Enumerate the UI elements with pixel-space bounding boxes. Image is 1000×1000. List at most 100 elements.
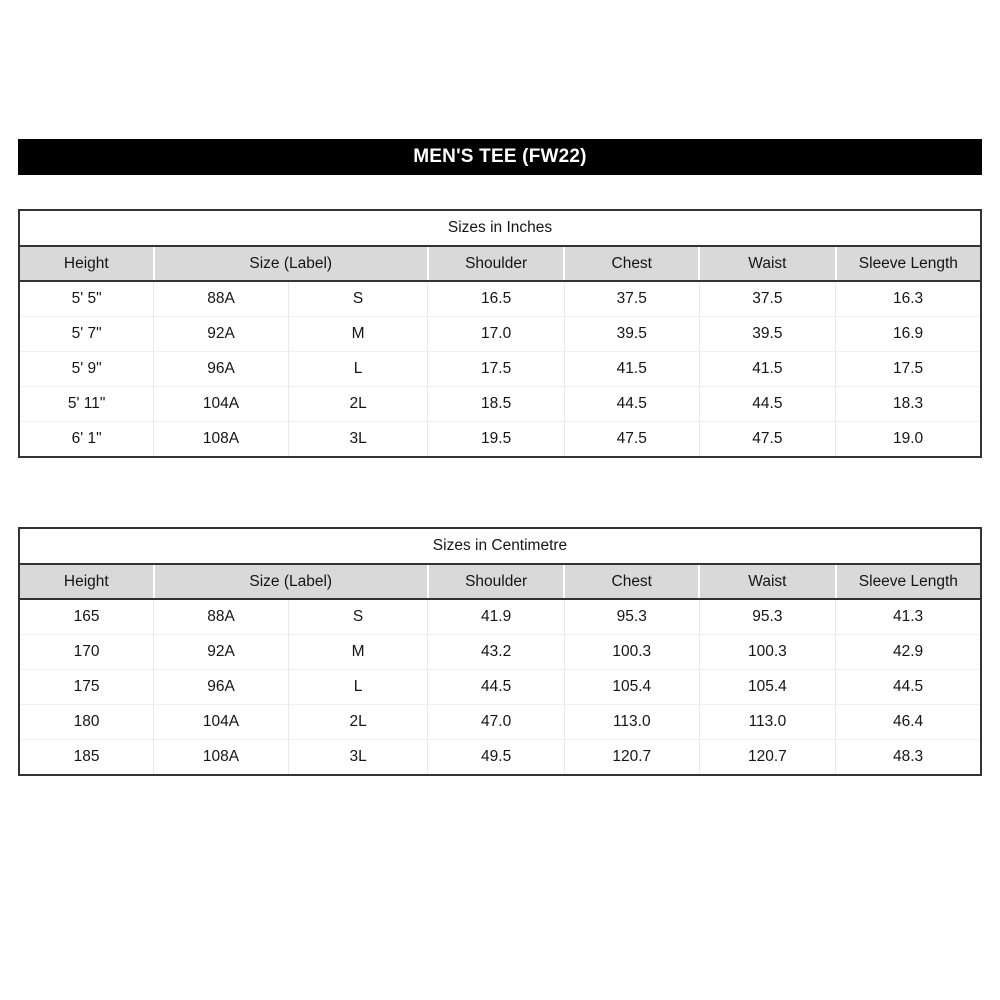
column-header-sleeve-length: Sleeve Length	[834, 564, 981, 600]
table-cell: L	[287, 351, 428, 387]
table-cell: 88A	[153, 599, 289, 635]
table-cell: 5' 11"	[19, 386, 154, 422]
table-row: 185 108A 3L 49.5 120.7 120.7 48.3	[19, 739, 981, 775]
table-caption-row: Sizes in Centimetre	[19, 528, 981, 565]
table-cell: 92A	[153, 634, 289, 670]
size-table-inches: Sizes in Inches Height Size (Label) Shoulde…	[18, 209, 982, 458]
table-cell: M	[287, 634, 428, 670]
table-caption: Sizes in Inches	[19, 210, 981, 247]
table-cell: 16.3	[835, 281, 981, 317]
table-row: 165 88A S 41.9 95.3 95.3 41.3	[19, 599, 981, 635]
table-cell: 108A	[153, 739, 289, 775]
table-cell: 41.5	[563, 351, 700, 387]
column-header-chest: Chest	[563, 564, 700, 600]
table-cell: 43.2	[427, 634, 565, 670]
table-cell: 18.5	[427, 386, 565, 422]
table-cell: 104A	[153, 386, 289, 422]
column-header-shoulder: Shoulder	[426, 564, 565, 600]
page-title: MEN'S TEE (FW22)	[413, 146, 587, 167]
table-cell: 17.5	[835, 351, 981, 387]
table-cell: 41.3	[835, 599, 981, 635]
table-cell: 96A	[153, 351, 289, 387]
column-header-shoulder: Shoulder	[426, 246, 565, 282]
table-cell: 41.5	[698, 351, 836, 387]
table-cell: 18.3	[835, 386, 981, 422]
table-cell: 44.5	[563, 386, 700, 422]
table-cell: 17.5	[427, 351, 565, 387]
table-cell: 96A	[153, 669, 289, 705]
table-cell: 165	[19, 599, 154, 635]
table-cell: 16.5	[427, 281, 565, 317]
table-row: 5' 11" 104A 2L 18.5 44.5 44.5 18.3	[19, 386, 981, 422]
size-table-centimetre: Sizes in Centimetre Height Size (Label) Sho…	[18, 527, 982, 776]
table-cell: 120.7	[698, 739, 836, 775]
table-cell: 37.5	[563, 281, 700, 317]
table-cell: 95.3	[698, 599, 836, 635]
column-header-chest: Chest	[563, 246, 700, 282]
column-header-size-label: Size (Label)	[152, 246, 428, 282]
table-cell: 39.5	[698, 316, 836, 352]
table-cell: 88A	[153, 281, 289, 317]
table-cell: 48.3	[835, 739, 981, 775]
table-row: 5' 9" 96A L 17.5 41.5 41.5 17.5	[19, 351, 981, 387]
table-cell: 104A	[153, 704, 289, 740]
table-cell: 44.5	[427, 669, 565, 705]
table-cell: 113.0	[698, 704, 836, 740]
table-header-row: Height Size (Label) Shoulder Chest Waist Slee…	[19, 246, 981, 282]
table-cell: 47.5	[563, 421, 700, 457]
table-cell: 3L	[287, 739, 428, 775]
column-header-height: Height	[19, 564, 154, 600]
title-bar: MEN'S TEE (FW22)	[18, 139, 982, 175]
table-cell: 41.9	[427, 599, 565, 635]
table-row: 6' 1" 108A 3L 19.5 47.5 47.5 19.0	[19, 421, 981, 457]
table-caption-row: Sizes in Inches	[19, 210, 981, 247]
table-cell: 42.9	[835, 634, 981, 670]
table-caption: Sizes in Centimetre	[19, 528, 981, 565]
table-cell: 105.4	[698, 669, 836, 705]
table-cell: S	[287, 281, 428, 317]
table-body-centimetre: Sizes in Centimetre Height Size (Label) Sho…	[19, 528, 981, 775]
table-cell: 19.5	[427, 421, 565, 457]
table-header-row: Height Size (Label) Shoulder Chest Waist Slee…	[19, 564, 981, 600]
table-cell: L	[287, 669, 428, 705]
table-cell: 105.4	[563, 669, 700, 705]
table-row: 180 104A 2L 47.0 113.0 113.0 46.4	[19, 704, 981, 740]
table-cell: 185	[19, 739, 154, 775]
table-row: 175 96A L 44.5 105.4 105.4 44.5	[19, 669, 981, 705]
table-cell: 44.5	[698, 386, 836, 422]
table-cell: 100.3	[698, 634, 836, 670]
table-cell: S	[287, 599, 428, 635]
table-cell: 108A	[153, 421, 289, 457]
table-cell: 17.0	[427, 316, 565, 352]
table-cell: 16.9	[835, 316, 981, 352]
table-cell: 175	[19, 669, 154, 705]
table-cell: 100.3	[563, 634, 700, 670]
table-cell: 5' 9"	[19, 351, 154, 387]
table-cell: 120.7	[563, 739, 700, 775]
table-cell: 92A	[153, 316, 289, 352]
table-cell: M	[287, 316, 428, 352]
table-cell: 95.3	[563, 599, 700, 635]
table-body-inches: Sizes in Inches Height Size (Label) Shoulde…	[19, 210, 981, 457]
table-cell: 39.5	[563, 316, 700, 352]
column-header-height: Height	[19, 246, 154, 282]
column-header-sleeve-length: Sleeve Length	[834, 246, 981, 282]
table-cell: 47.5	[698, 421, 836, 457]
table-cell: 5' 5"	[19, 281, 154, 317]
table-cell: 3L	[287, 421, 428, 457]
table-cell: 47.0	[427, 704, 565, 740]
table-row: 170 92A M 43.2 100.3 100.3 42.9	[19, 634, 981, 670]
table-row: 5' 5" 88A S 16.5 37.5 37.5 16.3	[19, 281, 981, 317]
table-cell: 46.4	[835, 704, 981, 740]
column-header-waist: Waist	[698, 246, 836, 282]
table-cell: 44.5	[835, 669, 981, 705]
table-row: 5' 7" 92A M 17.0 39.5 39.5 16.9	[19, 316, 981, 352]
table-cell: 5' 7"	[19, 316, 154, 352]
table-cell: 2L	[287, 704, 428, 740]
table-cell: 6' 1"	[19, 421, 154, 457]
table-cell: 19.0	[835, 421, 981, 457]
table-cell: 49.5	[427, 739, 565, 775]
table-cell: 180	[19, 704, 154, 740]
table-cell: 113.0	[563, 704, 700, 740]
